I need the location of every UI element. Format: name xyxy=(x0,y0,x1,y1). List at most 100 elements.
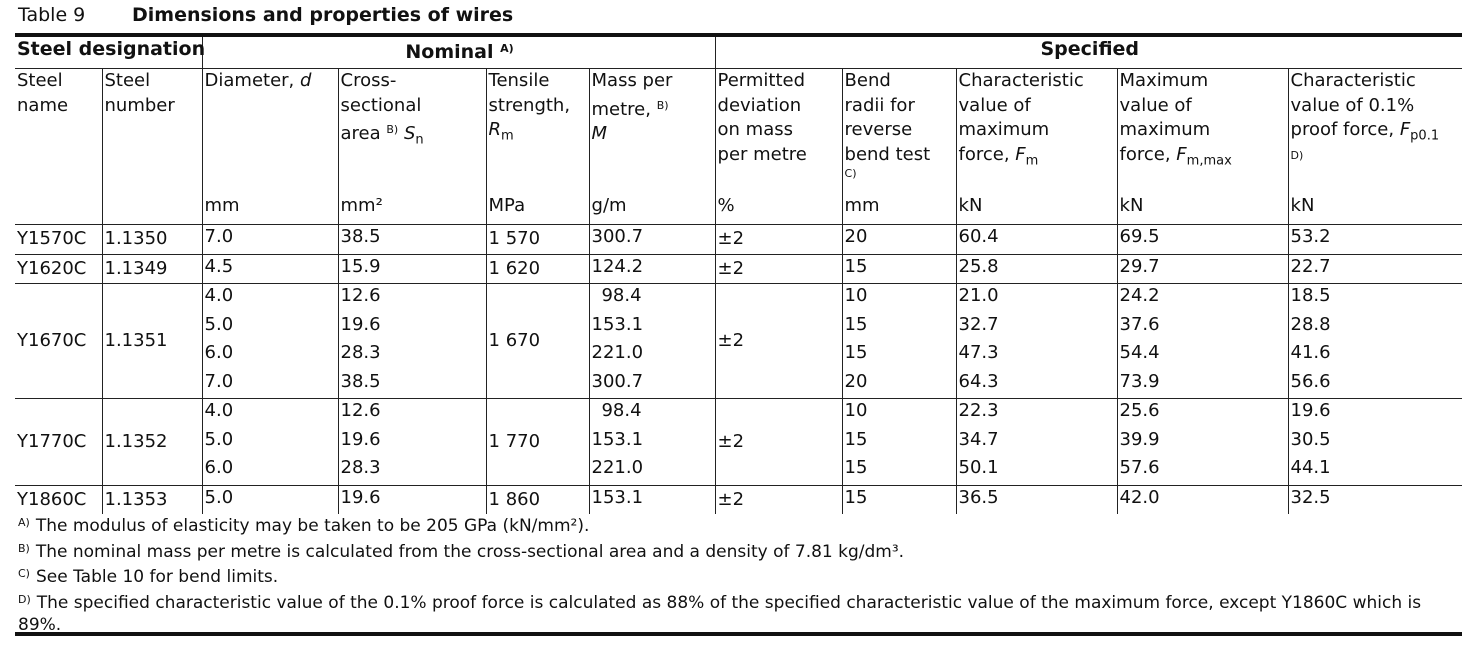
nominal-header-label: Nominal xyxy=(405,41,494,63)
col-header-max-max-force: Maximum value of maximum force, Fm,max xyxy=(1116,68,1289,194)
cell-proof-force: 41.6 xyxy=(1287,341,1463,370)
cell-diameter: 5.0 xyxy=(201,312,339,341)
header-line: Steel xyxy=(17,70,63,91)
header-line: Characteristic xyxy=(958,70,1084,91)
footnote-mark: D) xyxy=(1290,149,1304,163)
symbol: M xyxy=(591,123,608,144)
footnote-mark: D) xyxy=(18,592,31,606)
nominal-footnote-mark: A) xyxy=(500,42,514,55)
cell-bend-radius: 20 xyxy=(841,369,957,399)
steel-designation-header: Steel designation xyxy=(15,37,205,69)
header-line: on mass xyxy=(717,119,793,140)
cell-steel-number: 1.1353 xyxy=(101,484,203,514)
col-header-steel-name: Steel name xyxy=(15,69,102,195)
footnotes: A) The modulus of elasticity may be taken… xyxy=(18,512,1458,637)
cell-max-max-force: 57.6 xyxy=(1116,456,1289,485)
footnote-d: D) The specified characteristic value of … xyxy=(18,589,1458,637)
specified-header: Specified xyxy=(714,37,1463,69)
footnote-text: The specified characteristic value of th… xyxy=(18,592,1422,636)
unit-cell: MPa xyxy=(485,194,590,225)
mass-value: 153.1 xyxy=(591,486,644,508)
header-line: Permitted xyxy=(717,70,806,91)
mass-value: 300.7 xyxy=(591,226,644,247)
cell-diameter: 4.5 xyxy=(201,253,339,284)
unit-cell: kN xyxy=(1287,194,1463,225)
mass-value: 98.4 xyxy=(601,400,642,421)
symbol: d xyxy=(300,70,312,91)
cell-area: 38.5 xyxy=(337,369,487,399)
cell-char-max-force: 60.4 xyxy=(955,224,1118,254)
footnote-c: C) See Table 10 for bend limits. xyxy=(18,563,1458,589)
cell-bend-radius: 15 xyxy=(841,456,957,485)
footnote-mark: B) xyxy=(386,123,399,136)
header-line: maximum xyxy=(1119,119,1211,140)
cell-proof-force: 28.8 xyxy=(1287,312,1463,341)
top-rule xyxy=(15,33,1462,37)
cell-steel-number: 1.1350 xyxy=(101,224,203,254)
table-row: Y1860C 1.1353 5.0 19.6 1 860 153.1 ±2 15 36.5 42.… xyxy=(15,484,1463,514)
table-row: Y1570C 1.1350 7.0 38.5 1 570 300.7 ±2 20 60.4 69.… xyxy=(15,224,1463,254)
header-line: value of xyxy=(1119,94,1192,116)
header-line: value of xyxy=(958,94,1031,116)
footnote-text: The nominal mass per metre is calculated… xyxy=(35,541,905,562)
cell-bend-radius: 15 xyxy=(841,427,957,456)
cell-tensile-strength: 1 770 xyxy=(485,398,590,485)
subscript: n xyxy=(415,132,424,148)
cell-area: 19.6 xyxy=(337,427,487,456)
cell-steel-number: 1.1349 xyxy=(101,253,203,284)
column-header-row: Steel name Steel number Diameter, d Cros… xyxy=(15,68,1463,195)
cell-diameter: 6.0 xyxy=(201,456,339,485)
header-line: force, xyxy=(958,143,1010,165)
col-header-deviation: Permitted deviation on mass per metre xyxy=(714,68,843,194)
cell-bend-radius: 20 xyxy=(841,224,957,254)
header-line: name xyxy=(17,94,69,116)
cell-area: 15.9 xyxy=(337,253,487,284)
cell-char-max-force: 36.5 xyxy=(955,484,1118,514)
symbol: R xyxy=(488,119,502,140)
cell-max-max-force: 73.9 xyxy=(1116,369,1289,399)
footnote-mark: A) xyxy=(18,516,30,529)
mass-value: 153.1 xyxy=(591,428,644,450)
cell-diameter: 6.0 xyxy=(201,341,339,370)
footnote-text: See Table 10 for bend limits. xyxy=(35,567,279,587)
cell-mass: 153.1 xyxy=(588,484,716,514)
cell-char-max-force: 47.3 xyxy=(955,341,1118,370)
cell-steel-name: Y1620C xyxy=(15,253,102,284)
header-line: Steel xyxy=(104,70,151,91)
cell-diameter: 4.0 xyxy=(201,398,339,428)
cell-tensile-strength: 1 620 xyxy=(485,253,590,284)
unit-cell xyxy=(15,194,102,225)
cell-bend-radius: 15 xyxy=(841,253,957,284)
symbol: F xyxy=(1015,143,1026,165)
cell-steel-name: Y1860C xyxy=(15,484,102,514)
col-header-diameter: Diameter, d xyxy=(201,68,339,194)
cell-max-max-force: 37.6 xyxy=(1116,312,1289,341)
symbol: F xyxy=(1399,119,1411,140)
cell-bend-radius: 15 xyxy=(841,341,957,370)
cell-max-max-force: 24.2 xyxy=(1116,283,1289,313)
cell-area: 19.6 xyxy=(337,484,487,514)
cell-area: 12.6 xyxy=(337,398,487,428)
symbol: F xyxy=(1176,143,1187,165)
header-line: Maximum xyxy=(1119,70,1209,91)
cell-char-max-force: 21.0 xyxy=(955,283,1118,313)
cell-max-max-force: 25.6 xyxy=(1116,398,1289,428)
cell-bend-radius: 10 xyxy=(841,398,957,428)
cell-bend-radius: 15 xyxy=(841,312,957,341)
cell-diameter: 5.0 xyxy=(201,484,339,514)
header-line: Diameter, xyxy=(204,70,295,91)
cell-proof-force: 56.6 xyxy=(1287,369,1463,399)
footnote-text: The modulus of elasticity may be taken t… xyxy=(35,516,590,536)
col-header-steel-number: Steel number xyxy=(101,68,203,194)
cell-char-max-force: 64.3 xyxy=(955,369,1118,399)
cell-diameter: 7.0 xyxy=(201,369,339,399)
cell-diameter: 4.0 xyxy=(201,283,339,313)
header-line: maximum xyxy=(958,119,1050,140)
cell-tensile-strength: 1 860 xyxy=(485,484,590,514)
header-line: radii for xyxy=(844,94,915,116)
group-header-row: Steel designation Nominal A) Specified xyxy=(15,37,1463,69)
header-line: deviation xyxy=(717,94,802,116)
wire-properties-table: Steel designation Nominal A) Specified S… xyxy=(15,37,1463,514)
cell-diameter: 7.0 xyxy=(201,224,339,254)
mass-value: 153.1 xyxy=(591,313,644,335)
